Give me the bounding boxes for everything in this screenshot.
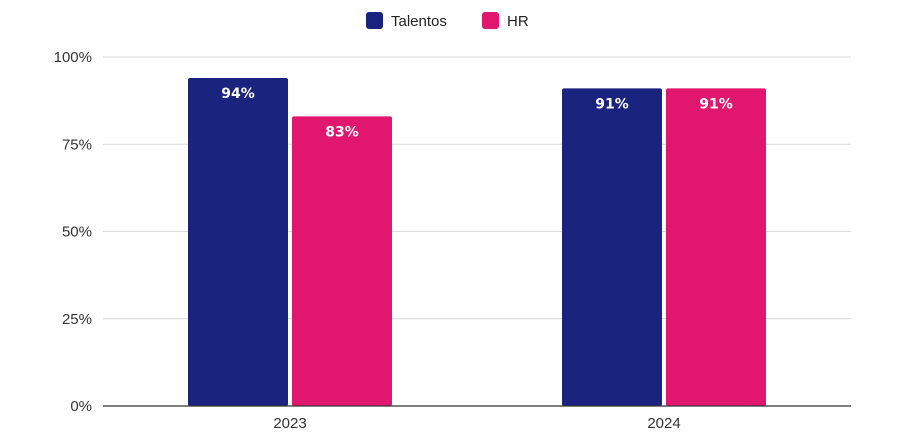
- data-label: 94%: [221, 86, 255, 102]
- x-axis: 2023 2024: [103, 405, 851, 432]
- bar-talentos-2023: [188, 77, 288, 406]
- legend-label: Talentos: [391, 13, 447, 30]
- bar-hr-2024: [666, 88, 766, 406]
- y-axis: 0% 25% 50% 75% 100%: [54, 49, 92, 415]
- data-label: 91%: [699, 96, 733, 112]
- legend: Talentos HR: [366, 12, 529, 30]
- y-tick-label: 50%: [62, 224, 92, 241]
- y-tick-label: 100%: [54, 49, 92, 66]
- bar-talentos-2024: [562, 88, 662, 406]
- data-label: 83%: [325, 124, 359, 140]
- x-tick-label: 2023: [273, 415, 306, 432]
- x-tick-label: 2024: [647, 415, 680, 432]
- bars: 94% 83% 91% 91%: [188, 77, 766, 406]
- y-tick-label: 0%: [70, 398, 92, 415]
- bar-hr-2023: [292, 116, 392, 406]
- legend-swatch: [482, 12, 499, 29]
- y-tick-label: 25%: [62, 311, 92, 328]
- y-tick-label: 75%: [62, 136, 92, 153]
- legend-label: HR: [507, 13, 529, 30]
- data-label: 91%: [595, 96, 629, 112]
- legend-item-hr: HR: [482, 12, 529, 30]
- legend-swatch: [366, 12, 383, 29]
- legend-item-talentos: Talentos: [366, 12, 447, 30]
